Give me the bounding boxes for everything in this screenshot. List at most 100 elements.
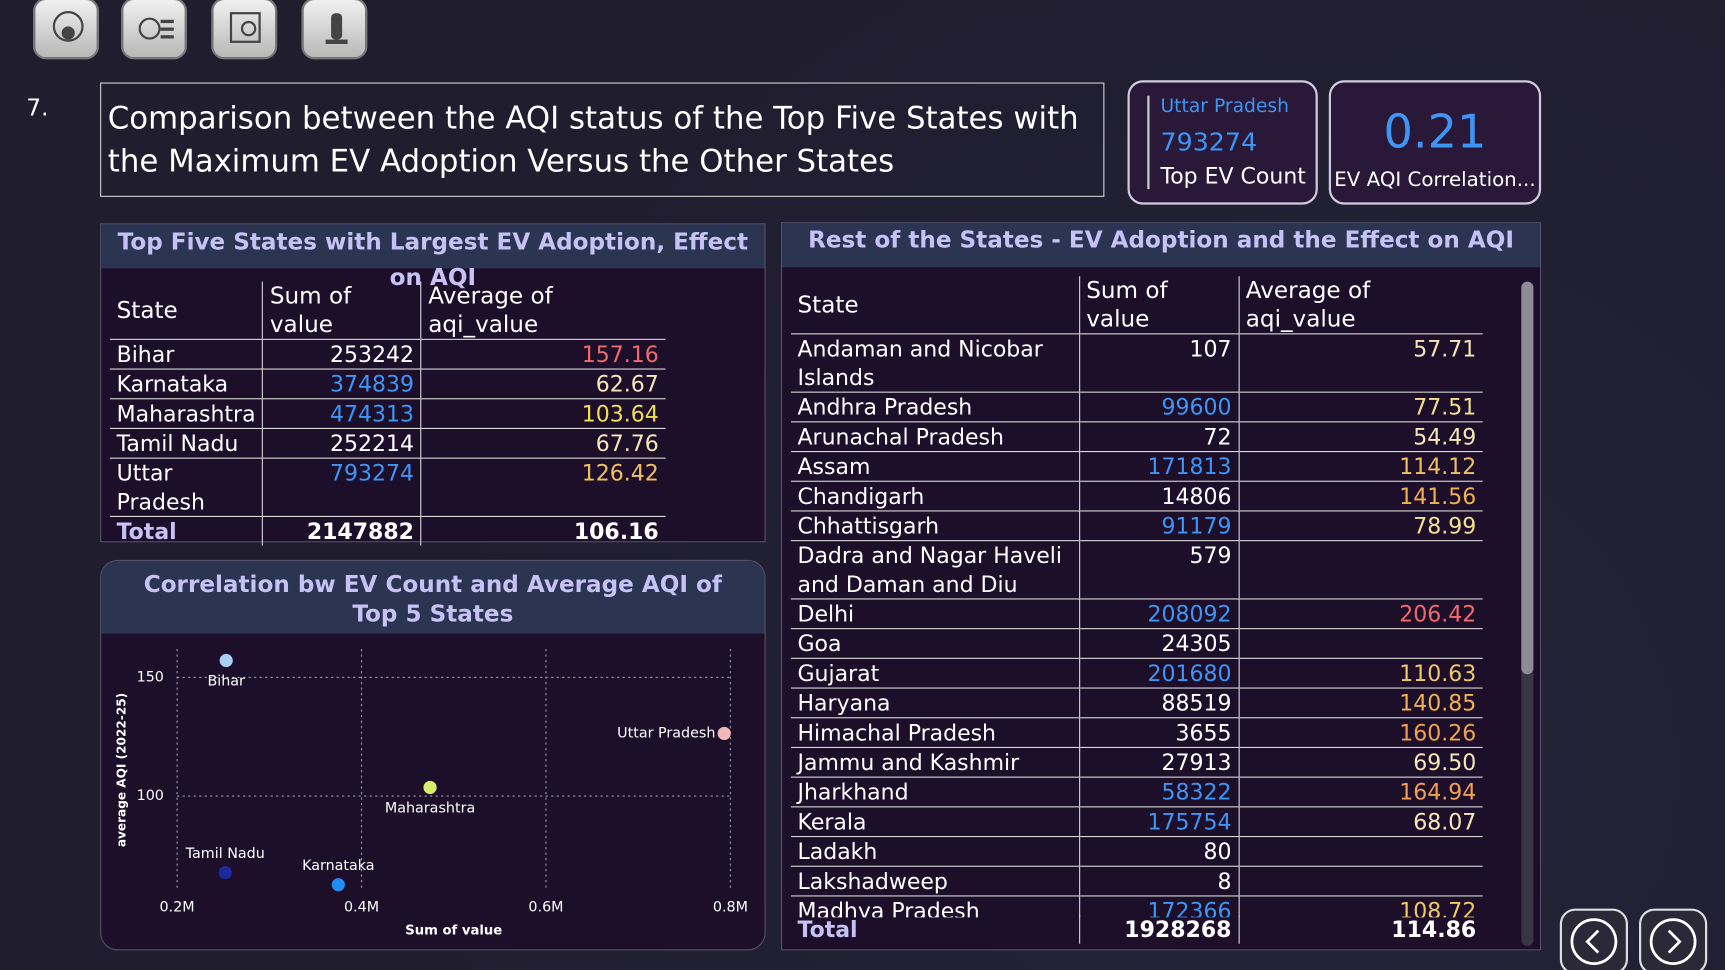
next-glyph	[1649, 918, 1697, 965]
x-tick-label: 0.4M	[344, 900, 379, 916]
table-cell: 99600	[1078, 392, 1239, 423]
scrollbar[interactable]	[1521, 281, 1534, 947]
table-cell: Kerala	[790, 806, 1080, 838]
table-row: Delhi 208092 206.42	[790, 598, 1483, 630]
header-row: State Sum of value Average of aqi_value	[110, 281, 666, 340]
table-row: Bihar 253242 157.16	[110, 339, 666, 370]
icon-graphic	[325, 13, 348, 44]
table-cell: 80	[1078, 836, 1239, 867]
table-cell: 68.07	[1238, 806, 1483, 838]
next-button[interactable]	[1639, 908, 1708, 970]
table-cell: Arunachal Pradesh	[790, 421, 1080, 453]
nav-icon[interactable]	[301, 0, 368, 60]
table-row: Goa 24305	[790, 628, 1483, 659]
table-cell: 3655	[1078, 717, 1239, 749]
kpi-label: Top EV Count	[1160, 162, 1306, 190]
table-cell: 14806	[1078, 481, 1239, 512]
page-title: Comparison between the AQI status of the…	[100, 82, 1105, 197]
point-label: Maharashtra	[385, 800, 475, 816]
scatter-point	[717, 726, 731, 741]
table-cell: 69.50	[1238, 747, 1483, 778]
total-row: Total 1928268 114.86	[791, 915, 1483, 944]
table-cell: 78.99	[1238, 510, 1483, 542]
y-tick-label: 100	[137, 788, 164, 804]
table-cell: Jammu and Kashmir	[790, 747, 1080, 778]
table-row: Madhya Pradesh 172366 108.72	[790, 895, 1483, 918]
table-cell	[1238, 836, 1483, 867]
table-cell: 24305	[1078, 628, 1239, 659]
table-row: Kerala 175754 68.07	[790, 806, 1483, 838]
icon-graphic	[52, 11, 84, 42]
table-cell: Haryana	[790, 688, 1080, 719]
kpi-value: 793274	[1160, 128, 1258, 158]
panel-title: Rest of the States - EV Adoption and the…	[782, 223, 1540, 268]
table-row: Uttar Pradesh 793274 126.42	[110, 458, 666, 518]
kpi-card: 0.21 EV AQI Correlation...	[1328, 80, 1542, 205]
total-cell: 2147882	[262, 516, 422, 546]
table-cell: 164.94	[1238, 777, 1483, 808]
table-cell: 171813	[1078, 451, 1239, 482]
table-cell: Uttar Pradesh	[110, 458, 263, 518]
total-cell: Total	[797, 916, 858, 943]
table-cell: Gujarat	[790, 658, 1080, 689]
table-cell: Lakshadweep	[790, 866, 1080, 897]
kpi-card: Uttar Pradesh 793274 Top EV Count	[1127, 80, 1318, 205]
total-row: Total 2147882 106.16	[110, 516, 666, 546]
point-label: Karnataka	[302, 858, 375, 874]
y-tick-label: 150	[137, 669, 164, 685]
table-cell: 140.85	[1238, 688, 1483, 719]
header-row: State Sum of value Average of aqi_value	[790, 276, 1483, 335]
point-label: Bihar	[207, 673, 245, 689]
table-cell: 27913	[1078, 747, 1239, 778]
table-cell: 67.76	[420, 428, 666, 459]
x-tick-label: 0.6M	[528, 900, 563, 916]
table-cell: Jharkhand	[790, 777, 1080, 808]
nav-icon[interactable]	[211, 0, 278, 60]
table-cell: 72	[1078, 421, 1239, 453]
table-cell: 114.12	[1238, 451, 1483, 482]
table-cell: 62.67	[420, 369, 666, 400]
table-row: Andaman and Nicobar Islands 107 57.71	[790, 333, 1483, 393]
table-cell: Chandigarh	[790, 481, 1080, 512]
prev-button[interactable]	[1559, 908, 1628, 970]
table-row: Ladakh 80	[790, 836, 1483, 867]
table-cell: Karnataka	[110, 369, 263, 400]
nav-icon[interactable]	[121, 0, 187, 60]
kpi-label: EV AQI Correlation...	[1334, 168, 1536, 192]
table-cell: 206.42	[1238, 598, 1483, 630]
table-cell: Maharashtra	[110, 398, 263, 430]
x-axis-title: Sum of value	[405, 924, 502, 939]
table-host: State Sum of value Average of aqi_value Bih…	[110, 281, 666, 546]
prev-glyph	[1570, 918, 1618, 965]
table-host: Total 1928268 114.86	[791, 915, 1483, 944]
table-row: Lakshadweep 8	[790, 866, 1483, 897]
top-table-panel: Top Five States with Largest EV Adoption…	[100, 223, 766, 546]
table-cell: 8	[1078, 866, 1239, 897]
table-cell: 160.26	[1238, 717, 1483, 749]
table-cell: Bihar	[110, 339, 263, 370]
table-cell: 252214	[262, 428, 422, 459]
table-cell: Andaman and Nicobar Islands	[790, 333, 1080, 393]
table-cell: 253242	[262, 339, 422, 370]
icon-graphic	[229, 12, 261, 43]
table-row: Gujarat 201680 110.63	[790, 658, 1483, 689]
scatter-point	[219, 653, 233, 668]
kpi-value: 0.21	[1383, 104, 1487, 159]
table-row: Tamil Nadu 252214 67.76	[110, 428, 666, 459]
table-row: Arunachal Pradesh 72 54.49	[790, 421, 1483, 453]
table-cell: 57.71	[1238, 333, 1483, 393]
column-header: Average of aqi_value	[420, 281, 666, 340]
scatter-point	[331, 878, 345, 892]
table-cell: Assam	[790, 451, 1080, 482]
table-cell: 374839	[262, 369, 422, 400]
total-cell: 106.16	[420, 516, 666, 546]
table-row: Assam 171813 114.12	[790, 451, 1483, 482]
nav-icon[interactable]	[33, 0, 99, 60]
table-cell: Andhra Pradesh	[790, 392, 1080, 423]
table-row: Chandigarh 14806 141.56	[790, 481, 1483, 512]
table-cell: 201680	[1078, 658, 1239, 689]
table-cell: 579	[1078, 540, 1239, 600]
scrollbar-thumb[interactable]	[1521, 281, 1534, 675]
table-cell: 175754	[1078, 806, 1239, 838]
